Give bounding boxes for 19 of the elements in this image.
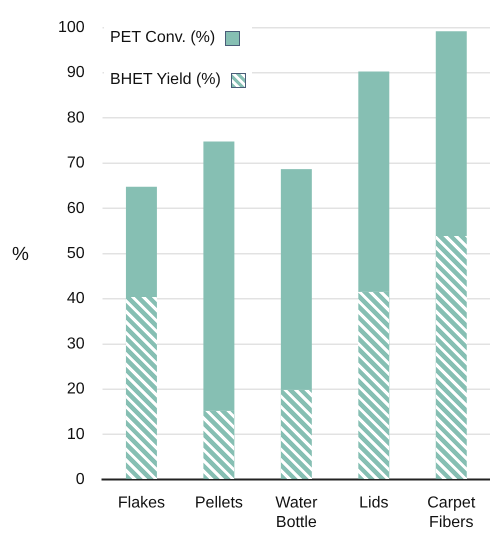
y-tick-label: 20 <box>66 380 85 398</box>
y-tick-label: 90 <box>66 64 85 82</box>
y-tick-label: 50 <box>66 245 85 262</box>
y-tick-label: 0 <box>76 471 85 488</box>
y-tick-label: 80 <box>66 109 85 126</box>
x-tick-label: Pellets <box>194 494 243 512</box>
x-tick-label: Water Bottle <box>275 494 318 531</box>
y-axis-title: % <box>12 244 29 266</box>
y-tick-label: 40 <box>66 290 85 308</box>
y-tick-label: 70 <box>66 154 85 172</box>
y-tick-label: 100 <box>58 19 85 36</box>
x-tick-label: Lids <box>359 494 388 512</box>
y-tick-label: 30 <box>66 335 85 352</box>
x-tick-label: Flakes <box>118 494 165 512</box>
legend-label: PET Conv. (%) <box>110 29 216 47</box>
y-tick-label: 10 <box>66 426 85 443</box>
x-tick-label: Carpet Fibers <box>427 494 476 531</box>
y-tick-label: 60 <box>66 200 85 217</box>
legend-label: BHET Yield (%) <box>110 71 221 89</box>
